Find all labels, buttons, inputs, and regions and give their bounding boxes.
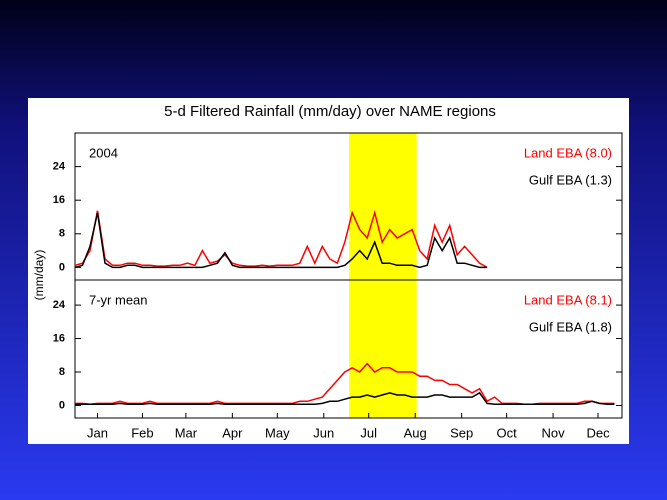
x-tick-label: May <box>265 425 290 440</box>
series-line <box>74 212 488 269</box>
x-tick-label: Dec <box>586 425 610 440</box>
panel-label: 2004 <box>89 145 118 160</box>
x-tick-label: Jun <box>313 425 334 440</box>
chart-background <box>28 98 629 444</box>
legend-label: Gulf EBA (1.3) <box>529 172 612 187</box>
x-tick-label: Feb <box>131 425 153 440</box>
y-tick-label: 8 <box>59 228 65 240</box>
x-tick-label: Sep <box>450 425 473 440</box>
highlight-band <box>349 133 417 280</box>
y-axis-label: (mm/day) <box>32 250 46 301</box>
x-tick-label: Jul <box>360 425 377 440</box>
x-tick-label: Nov <box>542 425 566 440</box>
plot-frame <box>74 279 623 419</box>
y-tick-label: 0 <box>59 261 65 273</box>
y-tick-label: 0 <box>59 399 65 411</box>
x-tick-label: Apr <box>222 425 243 440</box>
legend-label: Land EBA (8.0) <box>524 145 612 160</box>
y-tick-label: 16 <box>53 332 65 344</box>
series-line <box>74 209 488 269</box>
y-tick-label: 8 <box>59 366 65 378</box>
legend-label: Gulf EBA (1.8) <box>529 319 612 334</box>
legend-label: Land EBA (8.1) <box>524 292 612 307</box>
chart-title: 5-d Filtered Rainfall (mm/day) over NAME… <box>164 103 496 120</box>
y-tick-label: 16 <box>53 194 65 206</box>
x-tick-label: Oct <box>496 425 517 440</box>
x-tick-label: Mar <box>175 425 198 440</box>
x-tick-label: Jan <box>87 425 108 440</box>
x-tick-label: Aug <box>404 425 427 440</box>
series-line <box>75 391 615 405</box>
y-tick-label: 24 <box>53 299 66 311</box>
panel-label: 7-yr mean <box>89 292 148 307</box>
y-tick-label: 24 <box>53 161 66 173</box>
